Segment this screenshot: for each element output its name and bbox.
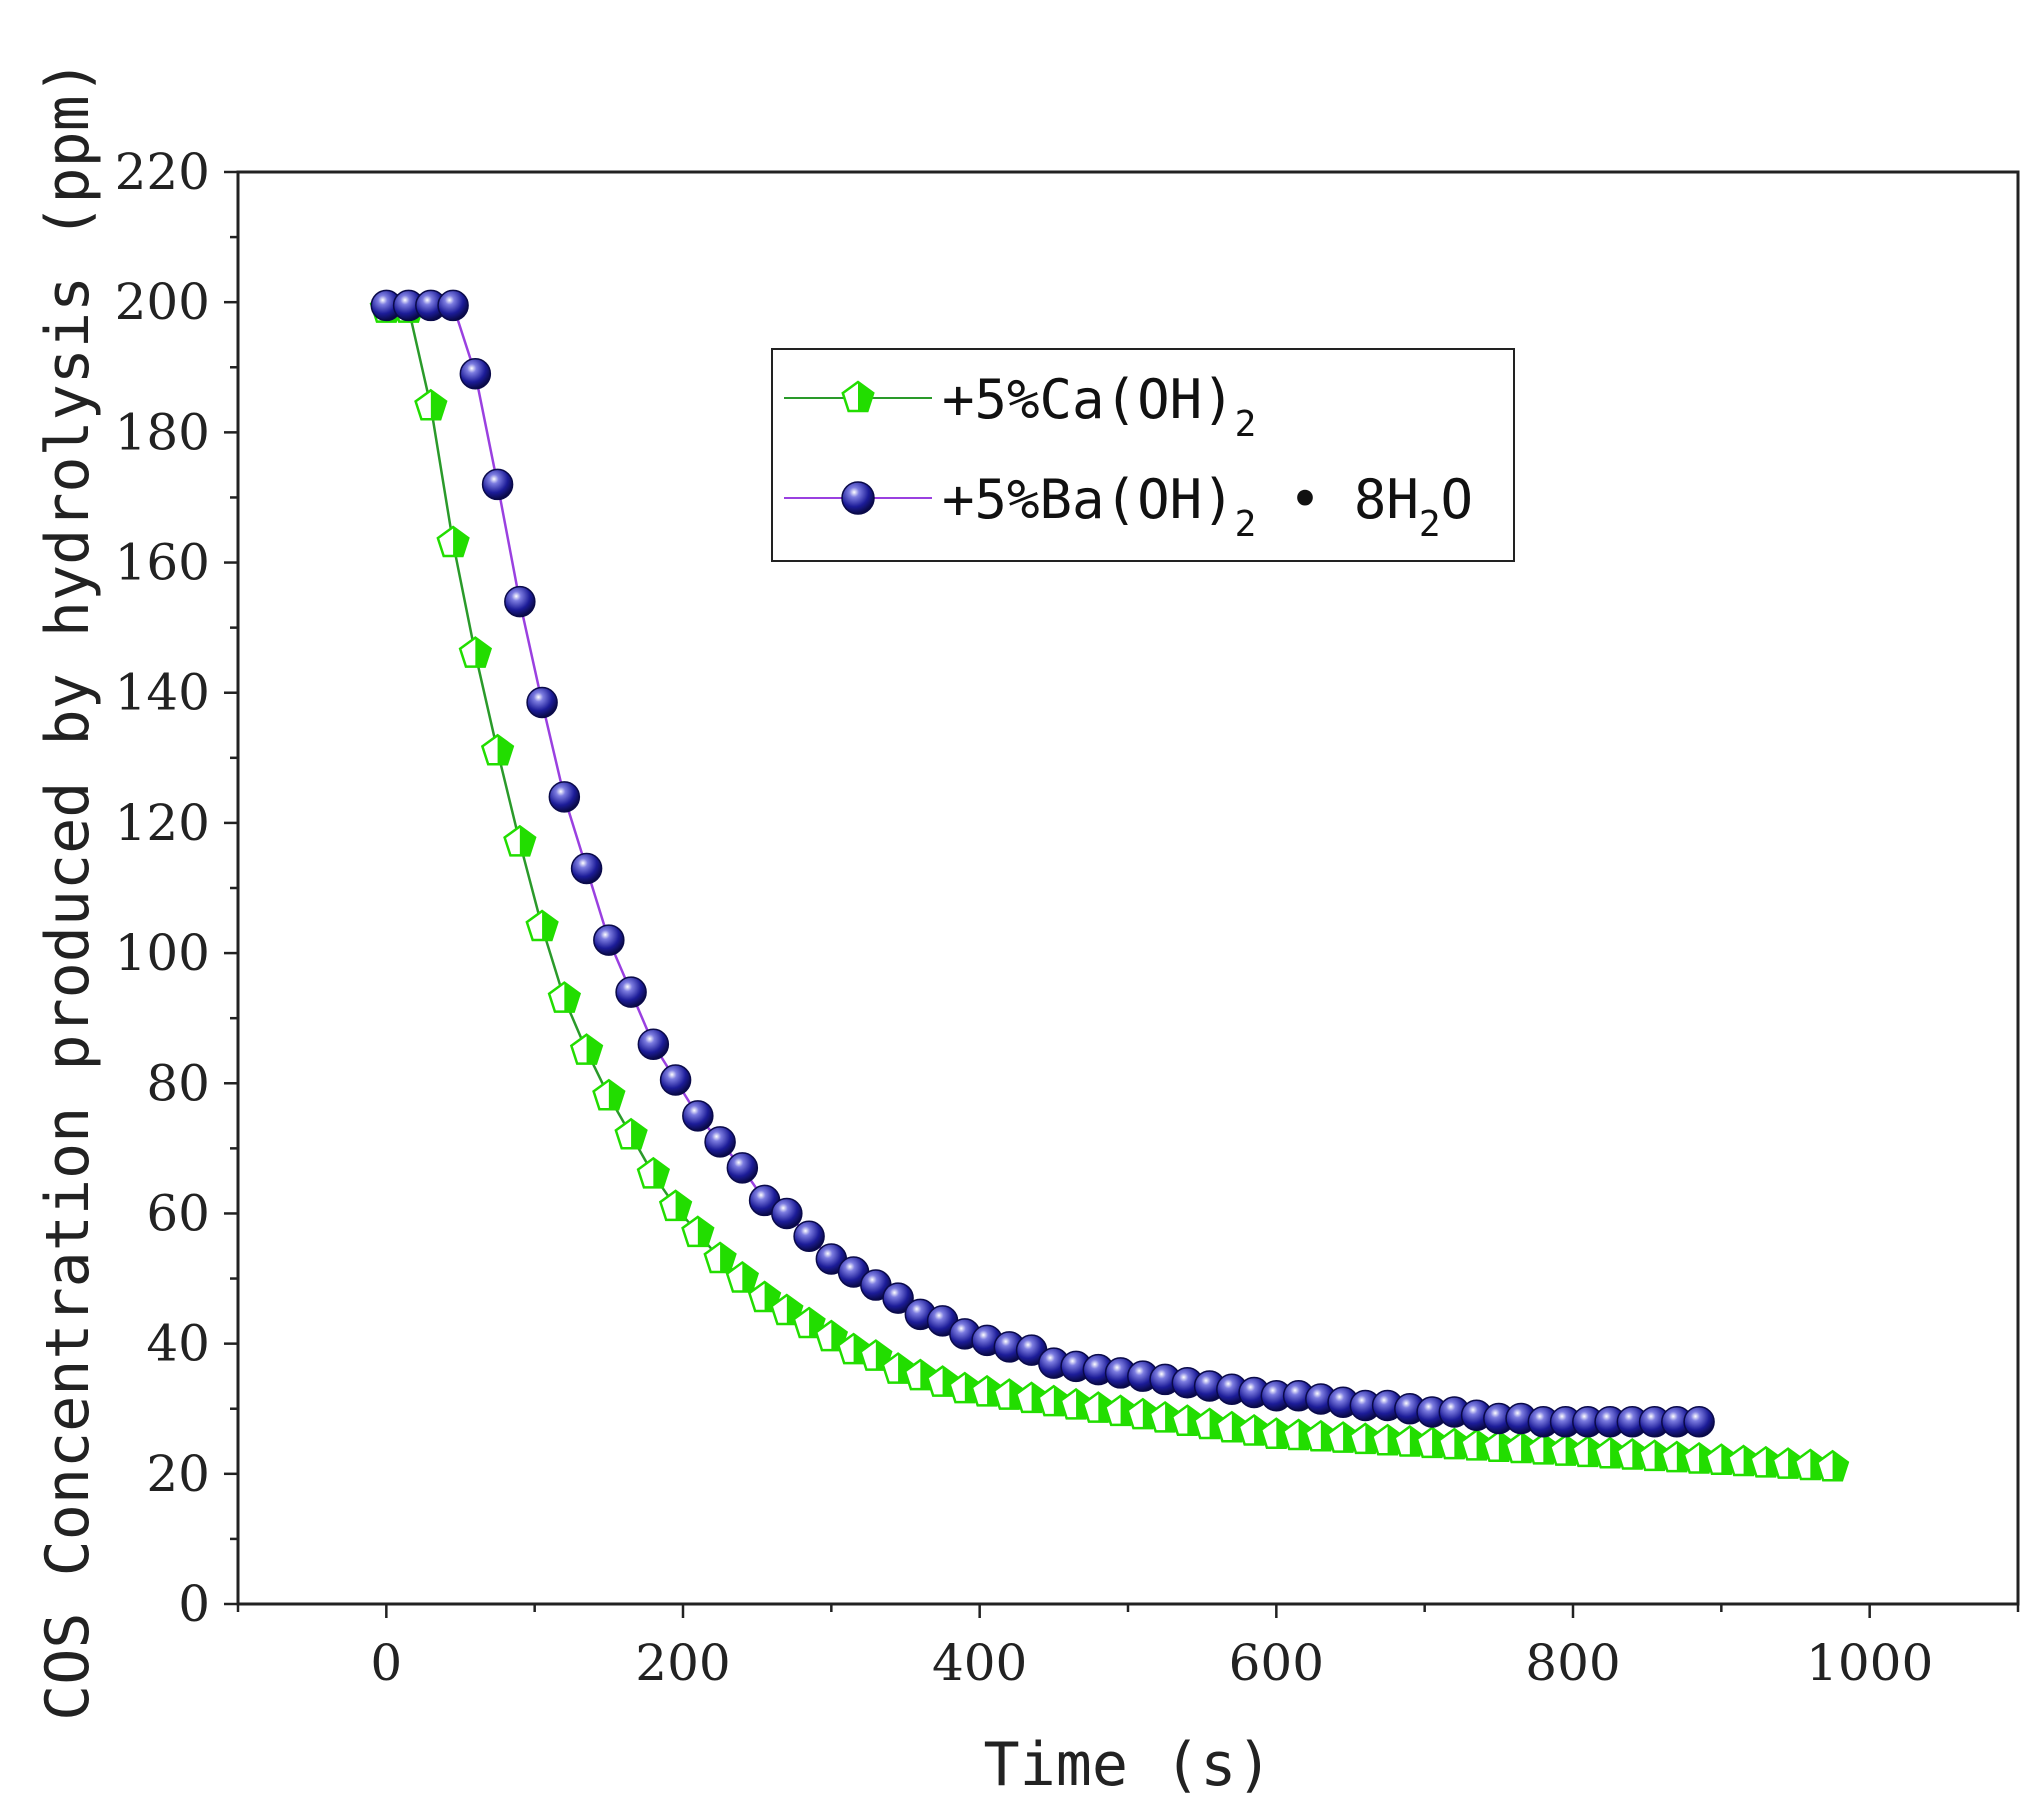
y-tick-label: 20 <box>146 1445 210 1503</box>
x-tick-label: 800 <box>1525 1634 1620 1692</box>
data-point <box>637 1028 670 1060</box>
data-point <box>615 976 647 1008</box>
x-tick-label: 400 <box>932 1634 1027 1692</box>
y-tick-label: 40 <box>146 1315 210 1373</box>
x-tick-label: 1000 <box>1806 1634 1933 1692</box>
data-point <box>570 852 603 885</box>
legend-label-ba: +5%Ba(OH)2 • 8H2O <box>942 468 1473 545</box>
legend-marker-ca <box>841 380 875 413</box>
legend-marker-ba <box>841 481 875 515</box>
y-tick-label: 80 <box>146 1054 210 1112</box>
y-tick-label: 180 <box>115 403 210 461</box>
y-tick-label: 200 <box>115 273 210 331</box>
data-point <box>480 733 515 766</box>
y-axis-title: COS Concentration produced by hydrolysis… <box>33 59 103 1721</box>
data-point <box>526 686 558 719</box>
data-point <box>459 358 492 390</box>
y-tick-label: 160 <box>115 534 210 592</box>
data-point <box>525 909 559 942</box>
data-point <box>592 1078 626 1111</box>
y-axis: 0 20 40 60 80 100 120 140 160 180 200 220 <box>115 143 238 1633</box>
data-point <box>725 1261 760 1293</box>
x-tick-label: 200 <box>635 1634 730 1692</box>
y-tick-label: 220 <box>115 143 210 201</box>
data-point <box>859 1339 893 1371</box>
data-point <box>704 1126 736 1158</box>
data-point <box>614 1117 648 1150</box>
x-axis: 0 200 400 600 800 1000 <box>236 1604 2020 1692</box>
data-point <box>1815 1449 1850 1482</box>
data-point <box>1683 1405 1715 1438</box>
y-tick-label: 60 <box>146 1184 210 1242</box>
data-point <box>882 1282 914 1314</box>
data-point <box>504 585 536 618</box>
data-point <box>747 1280 782 1313</box>
data-point <box>436 525 470 558</box>
legend-marker-shape <box>841 481 875 515</box>
data-point <box>548 781 581 813</box>
data-point <box>636 1156 671 1189</box>
legend-label-ca: +5%Ca(OH)2 <box>942 368 1256 445</box>
data-point <box>503 824 537 857</box>
data-point <box>658 1189 693 1222</box>
x-tick-label: 0 <box>370 1634 402 1692</box>
data-point <box>547 981 582 1013</box>
data-point <box>437 289 469 322</box>
data-point <box>703 1241 737 1274</box>
data-point <box>414 388 448 421</box>
data-point <box>481 468 514 501</box>
data-point <box>681 1215 715 1248</box>
data-point <box>771 1197 803 1230</box>
x-tick-label: 600 <box>1229 1634 1324 1692</box>
legend: +5%Ca(OH)2 +5%Ba(OH)2 • 8H2O <box>771 348 1515 562</box>
y-tick-label: 0 <box>178 1575 210 1633</box>
data-point <box>659 1064 692 1096</box>
legend-box <box>771 348 1515 562</box>
x-axis-title: Time (s) <box>984 1730 1273 1800</box>
legend-marker-shape <box>841 380 875 413</box>
data-point <box>682 1100 714 1132</box>
data-point <box>593 924 625 956</box>
y-tick-label: 100 <box>115 924 210 982</box>
data-point <box>726 1152 759 1184</box>
data-point <box>569 1033 604 1065</box>
y-tick-label: 120 <box>115 794 210 852</box>
data-point <box>458 636 493 668</box>
series-layer <box>369 289 1850 1482</box>
data-point <box>793 1220 825 1252</box>
y-tick-label: 140 <box>115 664 210 722</box>
